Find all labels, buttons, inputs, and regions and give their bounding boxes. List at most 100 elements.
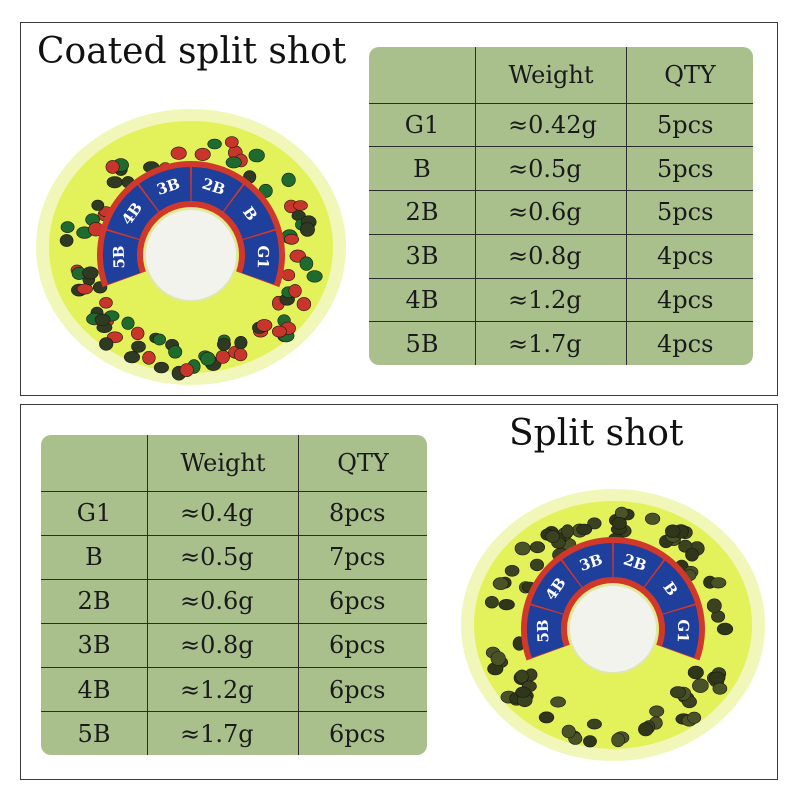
size-cell: B <box>41 534 148 580</box>
qty-cell: 7pcs <box>298 534 427 580</box>
shot-pellet <box>638 722 654 737</box>
size-cell: 5B <box>369 321 476 365</box>
shot-pellet <box>215 349 230 364</box>
shot-pellet <box>76 283 93 295</box>
header-weight: Weight <box>475 47 627 104</box>
weight-cell: ≈0.4g <box>147 490 299 536</box>
qty-cell: 4pcs <box>626 321 753 365</box>
shot-pellet <box>142 351 156 365</box>
shot-pellet <box>538 711 555 724</box>
table-row: 3B ≈0.8g 4pcs <box>369 233 753 279</box>
shot-pellet <box>234 336 248 350</box>
qty-cell: 5pcs <box>626 102 753 148</box>
shot-pellet <box>207 138 222 150</box>
table-row: 5B ≈1.7g 6pcs <box>41 711 427 755</box>
shot-pellet <box>306 270 323 283</box>
shot-pellet <box>217 337 231 351</box>
shot-pellet <box>248 148 265 163</box>
shot-pellet <box>583 735 597 748</box>
qty-cell: 4pcs <box>626 233 753 279</box>
dial-segment <box>530 560 582 614</box>
shot-pellet <box>611 732 625 748</box>
shot-pellet <box>225 156 242 169</box>
size-cell: 5B <box>41 711 148 755</box>
qty-cell: 4pcs <box>626 277 753 323</box>
shot-pellet <box>121 316 135 330</box>
shot-pellet <box>670 686 687 699</box>
dial-label: G1 <box>254 245 273 269</box>
shot-pellet <box>706 598 722 613</box>
split-shot-title: Split shot <box>509 413 684 454</box>
table-row: 4B ≈1.2g 6pcs <box>41 666 427 713</box>
shot-pellet <box>611 516 627 530</box>
shot-pellet <box>514 541 531 556</box>
header-qty: QTY <box>298 435 427 492</box>
table-row: B ≈0.5g 7pcs <box>41 534 427 580</box>
shot-pellet <box>692 678 709 693</box>
table-row: 4B ≈1.2g 4pcs <box>369 277 753 323</box>
shot-pellet <box>504 565 520 577</box>
shot-pellet <box>296 297 312 312</box>
dial-segment <box>106 184 159 239</box>
shot-pellet <box>281 172 296 187</box>
dial-segment <box>527 605 564 658</box>
shot-pellet <box>293 200 308 211</box>
shot-pellet <box>299 256 314 271</box>
size-cell: 3B <box>369 233 476 279</box>
split-shot-spec-table: Weight QTY G1 ≈0.4g 8pcs B ≈0.5g 7pcs 2B ≈0.6… <box>41 435 427 755</box>
dial-label: 5B <box>110 245 129 269</box>
dial-segment <box>613 543 664 587</box>
shot-pellet <box>99 297 113 309</box>
table-row: 3B ≈0.8g 6pcs <box>41 622 427 669</box>
table-row: G1 ≈0.42g 5pcs <box>369 102 753 148</box>
shot-pellet <box>281 269 296 282</box>
shot-pellet <box>545 530 560 543</box>
weight-cell: ≈0.8g <box>475 233 627 279</box>
shot-pellet <box>94 313 111 326</box>
shot-pellet <box>299 222 315 237</box>
shot-pellet <box>586 718 602 730</box>
dial-label: 5B <box>534 619 553 643</box>
size-cell: 2B <box>41 578 148 624</box>
shot-pellet <box>200 351 216 366</box>
dial-segment <box>662 605 699 658</box>
dial-label: G1 <box>674 619 693 643</box>
shot-pellet <box>225 136 239 148</box>
split-shot-panel: Split shot Weight QTY G1 ≈0.4g 8pcs B ≈0.5g… <box>20 404 778 780</box>
shot-pellet <box>645 512 661 525</box>
size-cell: G1 <box>41 490 148 536</box>
dial-hub <box>568 584 658 674</box>
header-weight: Weight <box>147 435 299 492</box>
shot-pellet <box>530 541 546 554</box>
qty-cell: 5pcs <box>626 146 753 192</box>
header-qty: QTY <box>626 47 753 104</box>
shot-pellet <box>710 577 727 589</box>
shot-pellet <box>687 711 702 724</box>
shot-pellet <box>550 696 566 708</box>
shot-pellet <box>194 147 211 161</box>
shot-pellet <box>490 651 506 666</box>
weight-cell: ≈1.7g <box>147 711 299 755</box>
shot-pellet <box>153 361 169 374</box>
shot-pellet <box>561 724 576 739</box>
shot-pellet <box>131 340 146 353</box>
shot-pellet <box>576 523 593 536</box>
weight-cell: ≈0.6g <box>475 190 627 235</box>
shot-pellet <box>168 345 183 359</box>
shot-pellet <box>587 517 602 530</box>
dial-hub <box>144 208 238 302</box>
qty-cell: 8pcs <box>298 490 427 536</box>
shot-pellet <box>561 524 574 539</box>
weight-cell: ≈0.42g <box>475 102 627 148</box>
table-row: 2B ≈0.6g 6pcs <box>41 578 427 624</box>
header-size <box>41 435 148 492</box>
weight-cell: ≈0.5g <box>147 534 299 580</box>
shot-pellet <box>515 669 529 684</box>
coated-title: Coated split shot <box>37 31 347 72</box>
dial-red-ring <box>96 160 285 288</box>
shot-pellet <box>105 160 120 174</box>
shot-pellet <box>288 284 302 298</box>
shot-pellet <box>91 199 105 211</box>
